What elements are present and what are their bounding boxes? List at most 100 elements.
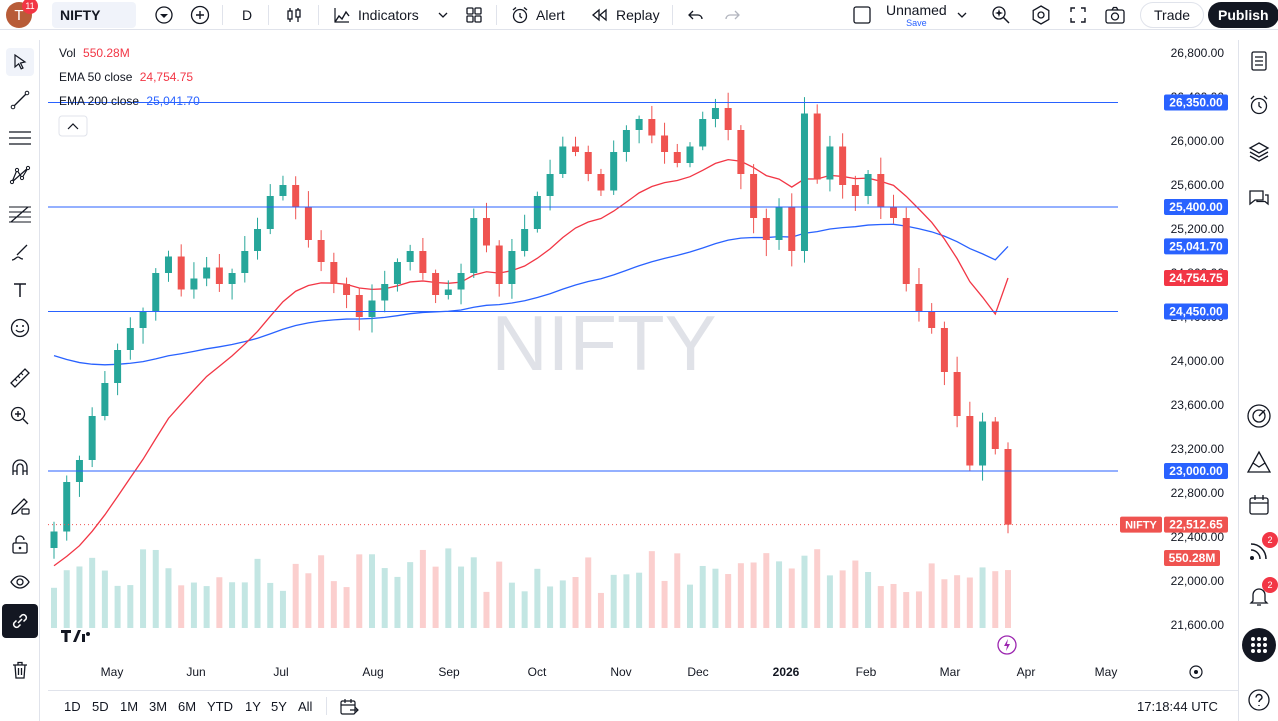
fullscreen-button[interactable] [1068,0,1088,30]
magnet-tool[interactable] [6,454,34,482]
ema50-price-label-bg [1164,269,1228,286]
volume-legend[interactable]: Vol 550.28M [59,46,130,60]
volume-bars [51,548,1011,628]
ruler-icon [10,368,30,388]
zoom-tool[interactable] [6,402,34,430]
products-button[interactable] [1242,628,1276,662]
replay-button[interactable]: Replay [590,0,660,30]
interval-button[interactable]: D [242,0,252,30]
range-1d[interactable]: 1D [64,699,81,714]
time-scale[interactable]: May Jun Jul Aug Sep Oct Nov Dec 2026 Feb Mar Apr May [48,660,1203,686]
settings-button[interactable] [1030,0,1052,30]
price-tick-label: 25,200.00 [1171,222,1225,236]
alerts-manager-button[interactable] [1245,91,1273,119]
pattern-tool[interactable] [6,162,34,190]
trend-line-tool[interactable] [6,86,34,114]
watchlist-button[interactable] [1245,47,1273,75]
compare-symbol-button[interactable] [190,0,210,30]
redo-button[interactable] [722,0,742,30]
news-stream-button[interactable]: 2 [1245,532,1278,565]
trade-button[interactable]: Trade [1140,0,1205,30]
price-tick-label: 25,600.00 [1171,178,1225,192]
smiley-icon [10,318,30,338]
volume-bar [114,585,121,628]
symbol-input[interactable]: NIFTY [52,2,136,28]
hide-drawings-tool[interactable] [6,568,34,596]
candle-body [190,278,198,290]
range-5y[interactable]: 5Y [271,699,287,714]
help-button[interactable] [1245,686,1273,714]
collapse-legend-button[interactable] [58,115,88,137]
level-label-26350: 26,350.00 [1169,96,1223,110]
symbol-search[interactable]: NIFTY [52,0,136,30]
replay-label: Replay [616,7,660,23]
snapshot-button[interactable] [1104,0,1126,30]
range-1m[interactable]: 1M [120,699,139,714]
range-3m[interactable]: 3M [149,699,168,714]
object-tree-button[interactable] [1245,138,1273,166]
volume-bar [241,582,248,628]
emoji-tool[interactable] [6,314,34,342]
price-scale[interactable]: 26,800.0026,400.0026,000.0025,600.0025,2… [1118,38,1232,666]
price-tick-label: 22,000.00 [1171,574,1225,588]
ideas-button[interactable] [1245,448,1273,476]
camera-icon [1105,6,1125,24]
volume-bar [483,591,490,628]
quick-search-button[interactable] [990,0,1012,30]
layout-menu-icon[interactable] [956,0,968,30]
ema200-line [53,223,1009,366]
user-menu[interactable]: T 11 [6,0,38,30]
undo-button[interactable] [686,0,706,30]
range-all[interactable]: All [298,699,313,714]
notifications-button[interactable]: 2 [1245,577,1278,610]
candles-icon [287,8,301,22]
layout-select-checkbox[interactable] [852,0,872,30]
remove-drawings-tool[interactable] [6,656,34,684]
layout-name-button[interactable]: Unnamed Save [886,0,947,30]
ema50-legend[interactable]: EMA 50 close 24,754.75 [59,70,193,84]
alert-button[interactable]: Alert [510,0,565,30]
flash-event-icon[interactable] [997,635,1017,655]
volume-bar [63,570,70,628]
ruler-tool[interactable] [6,364,34,392]
volume-bar [203,586,210,628]
range-ytd[interactable]: YTD [207,699,233,714]
lock-drawings-tool[interactable] [6,530,34,558]
calendar-button[interactable] [1245,491,1273,519]
indicator-templates-icon[interactable] [437,0,449,30]
layers-icon [1248,142,1270,162]
candle-body [495,245,503,284]
avatar[interactable]: T 11 [6,0,38,28]
volume-bar [318,555,325,628]
volume-bar [496,561,503,628]
ema200-legend-label: EMA 200 close [59,94,140,108]
publish-button[interactable]: Publish [1208,0,1278,30]
goto-date-button[interactable] [338,697,360,720]
symbol-menu-icon[interactable] [154,0,174,30]
chats-button[interactable] [1245,185,1273,213]
price-chart[interactable]: NIFTY 26,800.0026,400.0026,000.0025,600.… [48,38,1232,686]
keep-drawing-tool[interactable] [6,492,34,520]
range-5d[interactable]: 5D [92,699,109,714]
timezone-settings-icon[interactable] [1189,665,1203,679]
ema200-legend[interactable]: EMA 200 close 25,041.70 [59,94,200,108]
candle-body [559,146,567,174]
level-label-26350-bg [1164,94,1228,111]
technicals-button[interactable] [1245,402,1273,430]
sync-drawings-tool[interactable] [2,604,38,638]
volume-bar [508,582,515,628]
horizontal-line-tool[interactable] [6,124,34,152]
time-tick-label: Sep [438,665,460,679]
range-6m[interactable]: 6M [178,699,197,714]
chart-type-button[interactable] [284,0,304,30]
volume-bar [572,576,579,628]
fib-tool[interactable] [6,200,34,228]
range-1y[interactable]: 1Y [245,699,261,714]
horizontal-levels[interactable] [48,102,1166,472]
cursor-tool[interactable] [6,48,34,76]
text-tool[interactable] [6,276,34,304]
layouts-button[interactable] [464,0,484,30]
brush-tool[interactable] [6,238,34,266]
time-tick-label: 2026 [773,665,800,679]
indicators-button[interactable]: Indicators [332,0,419,30]
